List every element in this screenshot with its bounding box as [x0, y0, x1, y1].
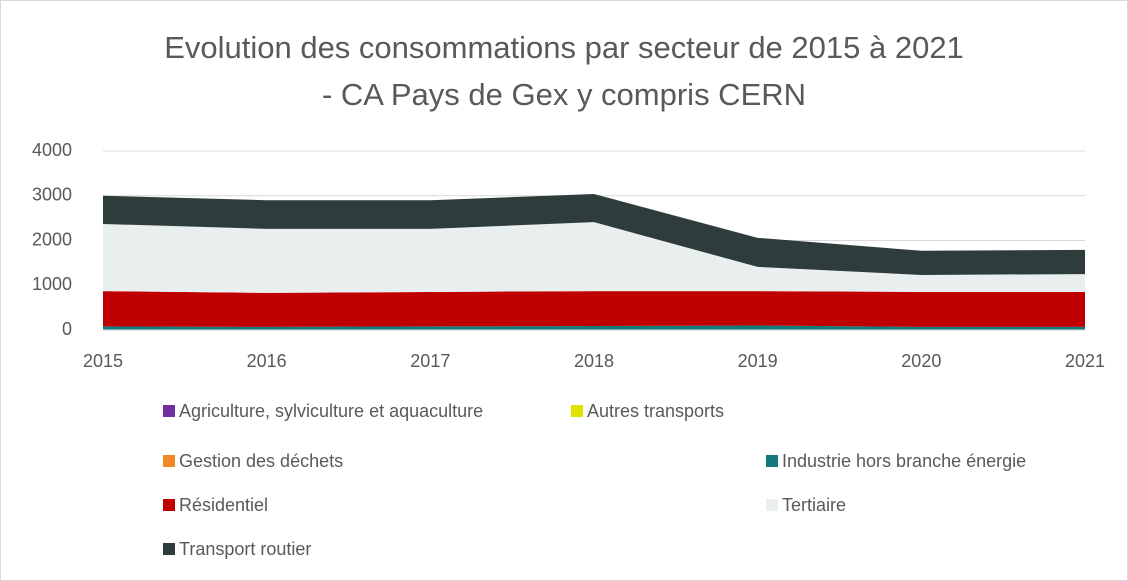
y-tick-label: 0 — [62, 319, 72, 339]
legend-swatch — [163, 405, 175, 417]
legend-label: Transport routier — [179, 539, 311, 559]
x-tick-label: 2018 — [574, 351, 614, 371]
chart-title: Evolution des consommations par secteur … — [164, 30, 964, 65]
legend-label: Industrie hors branche énergie — [782, 451, 1026, 471]
legend-swatch — [766, 455, 778, 467]
x-tick-label: 2020 — [901, 351, 941, 371]
legend-swatch — [163, 543, 175, 555]
y-tick-label: 3000 — [32, 185, 72, 205]
y-tick-label: 2000 — [32, 229, 72, 249]
legend-label: Résidentiel — [179, 495, 268, 515]
y-tick-label: 1000 — [32, 274, 72, 294]
chart-title: - CA Pays de Gex y compris CERN — [322, 77, 806, 112]
legend-swatch — [571, 405, 583, 417]
area — [103, 291, 1085, 327]
legend-label: Agriculture, sylviculture et aquaculture — [179, 401, 483, 421]
area — [103, 193, 1085, 275]
legend-label: Tertiaire — [782, 495, 846, 515]
area — [103, 222, 1085, 293]
y-tick-label: 4000 — [32, 140, 72, 160]
x-tick-label: 2021 — [1065, 351, 1105, 371]
x-tick-label: 2019 — [738, 351, 778, 371]
legend-swatch — [163, 499, 175, 511]
area — [103, 325, 1085, 330]
x-tick-label: 2016 — [247, 351, 287, 371]
legend-swatch — [766, 499, 778, 511]
x-tick-label: 2017 — [410, 351, 450, 371]
legend-label: Gestion des déchets — [179, 451, 343, 471]
legend-swatch — [163, 455, 175, 467]
legend-label: Autres transports — [587, 401, 724, 421]
x-tick-label: 2015 — [83, 351, 123, 371]
